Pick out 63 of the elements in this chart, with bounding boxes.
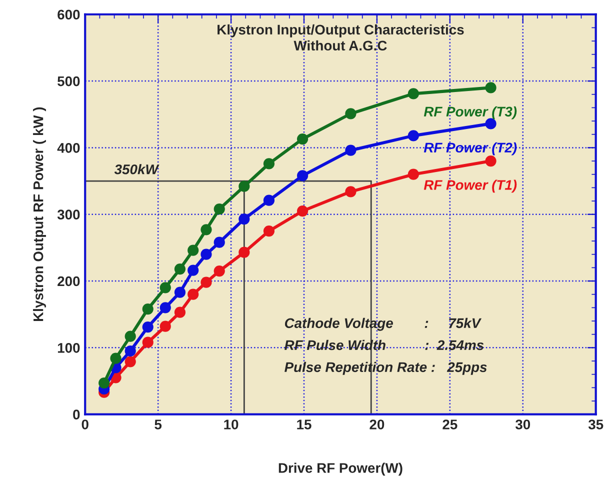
point xyxy=(408,88,419,100)
y-tick-label: 500 xyxy=(58,76,80,86)
point xyxy=(142,303,154,315)
y-tick-label: 100 xyxy=(58,343,80,353)
point xyxy=(238,213,250,225)
y-tick-label: 600 xyxy=(58,10,80,20)
x-tick-label: 35 xyxy=(588,420,604,430)
point xyxy=(214,236,225,248)
point xyxy=(160,282,171,294)
point xyxy=(110,352,122,364)
x-tick-label: 30 xyxy=(515,420,530,430)
series-label: RF Power (T1) xyxy=(424,180,517,193)
point xyxy=(124,330,136,342)
y-axis-title: Klystron Output RF Power ( kW ) xyxy=(33,107,46,322)
ref-line-label: 350kW xyxy=(114,164,160,174)
point xyxy=(124,356,136,368)
x-tick-label: 20 xyxy=(370,420,384,430)
point xyxy=(200,248,212,260)
point xyxy=(200,224,212,236)
series-label: RF Power (T2) xyxy=(424,142,517,156)
point xyxy=(160,320,171,332)
x-axis-title: Drive RF Power(W) xyxy=(278,462,402,476)
point xyxy=(238,180,250,192)
y-tick-label: 0 xyxy=(73,410,80,420)
x-tick-label: 5 xyxy=(154,420,162,430)
point xyxy=(345,144,356,156)
y-tick-label: 300 xyxy=(57,210,80,220)
point xyxy=(160,302,171,314)
point xyxy=(142,321,154,333)
text: Klystron Input/Output Characteristics Without A.G.C xyxy=(218,24,464,51)
point xyxy=(408,168,419,180)
point xyxy=(263,158,275,170)
point xyxy=(263,194,275,206)
point xyxy=(485,82,496,94)
x-tick-label: 0 xyxy=(82,420,88,430)
point xyxy=(174,286,186,298)
x-tick-label: 10 xyxy=(224,420,238,430)
point xyxy=(142,336,154,348)
point xyxy=(238,246,250,258)
point xyxy=(214,265,225,277)
x-tick-label: 25 xyxy=(442,420,458,430)
point xyxy=(200,276,212,288)
point xyxy=(296,205,308,217)
point xyxy=(98,377,110,389)
point xyxy=(174,306,186,318)
point xyxy=(174,263,186,275)
point xyxy=(485,155,496,167)
point xyxy=(124,345,136,357)
point xyxy=(296,133,308,145)
point xyxy=(296,170,308,182)
point xyxy=(214,203,225,215)
point xyxy=(188,264,199,276)
y-tick-label: 400 xyxy=(57,143,80,153)
point xyxy=(188,244,199,256)
point xyxy=(408,130,419,142)
x-tick-label: 15 xyxy=(297,420,312,430)
point xyxy=(263,225,275,237)
series-label: RF Power (T3) xyxy=(424,106,517,120)
point xyxy=(485,118,496,130)
y-tick-label: 200 xyxy=(58,276,80,286)
point xyxy=(188,288,199,300)
point xyxy=(345,108,356,120)
point xyxy=(345,186,356,198)
